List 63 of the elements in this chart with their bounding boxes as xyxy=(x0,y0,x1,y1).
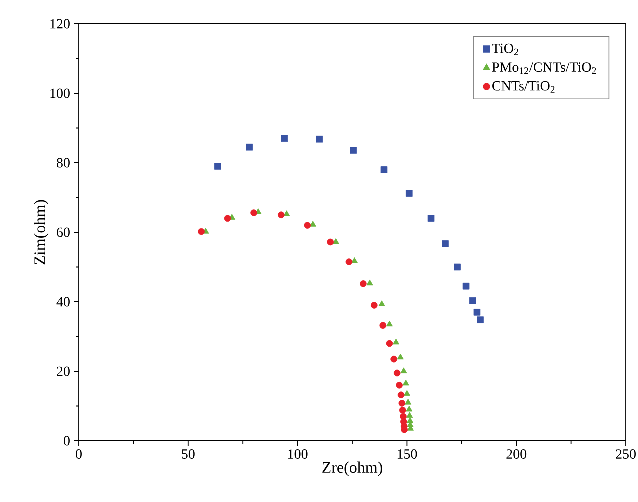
x-tick-label: 0 xyxy=(76,450,82,459)
x-tick-label: 100 xyxy=(288,450,308,459)
y-tick-label: 120 xyxy=(50,19,70,29)
y-tick-label: 40 xyxy=(56,297,70,307)
y-tick-label: 0 xyxy=(64,436,70,446)
point xyxy=(469,298,476,304)
legend-label: TiO$_{2}$ xyxy=(492,44,518,56)
point xyxy=(250,210,258,216)
x-axis-title: Zre(ohm) xyxy=(322,462,382,476)
y-tick-label: 100 xyxy=(50,88,70,98)
point xyxy=(332,238,340,244)
point xyxy=(198,228,205,236)
point xyxy=(399,407,406,414)
point xyxy=(402,380,410,386)
point xyxy=(477,316,484,324)
point xyxy=(428,215,435,222)
legend-label: CNTs/TiO$_{2}$ xyxy=(492,81,555,93)
point xyxy=(400,368,408,374)
point xyxy=(360,280,367,288)
x-tick-label: 250 xyxy=(616,450,636,459)
point xyxy=(366,280,374,286)
point xyxy=(398,392,405,399)
legend-label: PMo$_{12}$/CNTs/TiO$_{2}$ xyxy=(492,62,596,74)
point xyxy=(386,320,394,327)
x-tick-label: 50 xyxy=(182,450,195,459)
point xyxy=(454,264,461,271)
point xyxy=(346,258,353,266)
point xyxy=(380,166,388,174)
point xyxy=(351,258,358,264)
point xyxy=(406,406,413,412)
point xyxy=(386,340,394,348)
point xyxy=(278,212,285,219)
point xyxy=(462,282,470,290)
point xyxy=(406,190,413,197)
point xyxy=(316,136,324,143)
point xyxy=(404,398,412,405)
point xyxy=(394,370,401,377)
point xyxy=(304,222,312,229)
point xyxy=(390,356,398,363)
point xyxy=(350,147,357,154)
point xyxy=(370,302,378,309)
y-axis-title: Zim(ohm) xyxy=(34,200,49,265)
point xyxy=(380,322,387,330)
point xyxy=(397,354,404,360)
point xyxy=(474,309,481,316)
point xyxy=(327,238,334,246)
point xyxy=(214,163,222,170)
point xyxy=(378,300,386,306)
point xyxy=(398,400,406,407)
point xyxy=(406,412,414,418)
point xyxy=(281,135,288,142)
y-tick-label: 60 xyxy=(57,228,70,238)
y-tick-label: 80 xyxy=(57,158,70,168)
x-tick-label: 150 xyxy=(398,450,418,459)
point xyxy=(310,221,316,227)
point xyxy=(224,215,232,222)
point xyxy=(404,390,411,396)
point xyxy=(442,240,449,248)
point xyxy=(246,144,254,151)
point xyxy=(396,382,403,389)
x-tick-label: 200 xyxy=(506,450,527,459)
point xyxy=(392,338,400,345)
y-tick-label: 20 xyxy=(57,366,70,376)
